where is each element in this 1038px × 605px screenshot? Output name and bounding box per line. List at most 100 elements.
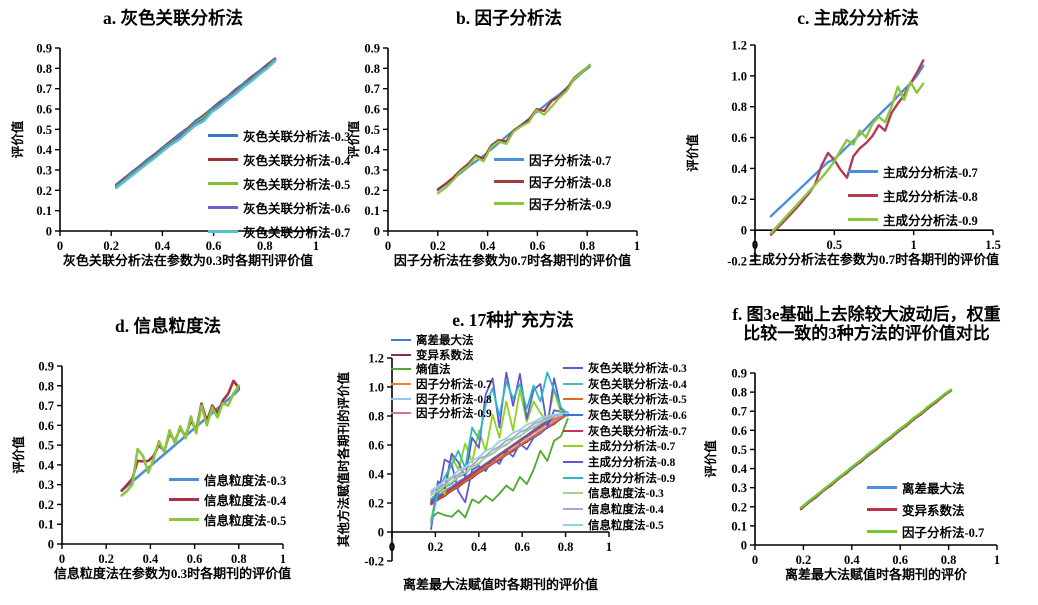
- panel-f-chart: 0 0.1 0.2 0.3 0.4 0.5 0.6 0.7 0.8 0.9 0 0.2 0.4 0.6 0.…: [695, 353, 1038, 603]
- legend-item: 主成分分析法-0.7: [563, 438, 687, 454]
- legend-label: 信息粒度法-0.3: [204, 473, 287, 488]
- chart-svg-c: -0.2 0 0.2 0.4 0.6 0.8 1.0 1.2 0 0.5 1 1.5主成分分析法在参数…: [685, 39, 1001, 269]
- legend-item: 主成分分析法-0.9: [563, 470, 687, 486]
- svg-text:0.4: 0.4: [155, 239, 171, 253]
- legend-line-swatch: [563, 429, 583, 432]
- legend-line-swatch: [391, 368, 411, 371]
- svg-text:0.4: 0.4: [480, 239, 496, 253]
- svg-text:0.3: 0.3: [731, 481, 747, 495]
- legend-line-swatch: [867, 485, 897, 489]
- legend-label: 灰色关联分析法-0.3: [243, 129, 351, 144]
- legend-line-swatch: [169, 477, 199, 481]
- svg-text:0.1: 0.1: [36, 204, 52, 218]
- legend-item: 灰色关联分析法-0.3: [208, 123, 350, 147]
- panel-d-title: d. 信息粒度法: [115, 316, 221, 336]
- panel-f: f. 图3e基础上去除较大波动后，权重 比较一致的3种方法的评价值对比 0 0.1…: [695, 303, 1038, 605]
- legend-line-swatch: [563, 523, 583, 526]
- svg-text:0.5: 0.5: [36, 123, 52, 137]
- svg-text:0.6: 0.6: [892, 553, 908, 567]
- legend-item: 变异系数法: [867, 498, 984, 520]
- legend-label: 信息粒度法-0.4: [588, 504, 664, 517]
- svg-text:0.8: 0.8: [941, 553, 957, 567]
- svg-text:0.2: 0.2: [103, 239, 119, 253]
- legend-line-swatch: [563, 492, 583, 495]
- legend-item: 灰色关联分析法-0.3: [563, 360, 687, 376]
- legend-line-swatch: [494, 157, 524, 161]
- svg-text:0.4: 0.4: [38, 458, 54, 472]
- panel-a: a. 灰色关联分析法 0 0.1 0.2 0.3 0.4 0.5 0.6 0.7 0.8 0.9 0…: [8, 3, 350, 300]
- legend-line-swatch: [563, 398, 583, 401]
- legend-line-swatch: [494, 201, 524, 205]
- chart-svg-a: 0 0.1 0.2 0.3 0.4 0.5 0.6 0.7 0.8 0.9 0 0.2 0.4 0.6 0.…: [10, 42, 319, 269]
- svg-text:0: 0: [752, 238, 758, 252]
- svg-text:1.0: 1.0: [368, 381, 384, 395]
- legend-label: 信息粒度法-0.3: [588, 488, 664, 501]
- legend-item: 灰色关联分析法-0.5: [563, 391, 687, 407]
- panel-f-legend: 离差最大法 变异系数法 因子分析法-0.7: [867, 476, 984, 542]
- svg-text:0.6: 0.6: [368, 439, 384, 453]
- svg-text:0: 0: [46, 225, 52, 239]
- legend-line-swatch: [848, 217, 878, 221]
- svg-text:0.4: 0.4: [731, 162, 747, 176]
- svg-text:0: 0: [57, 239, 63, 253]
- legend-label: 灰色关联分析法-0.3: [588, 362, 687, 375]
- legend-label: 因子分析法-0.9: [529, 197, 612, 212]
- legend-label: 因子分析法-0.8: [529, 175, 612, 190]
- legend-item: 信息粒度法-0.3: [563, 486, 687, 502]
- svg-text:0.8: 0.8: [364, 62, 380, 76]
- svg-text:0: 0: [389, 540, 395, 554]
- svg-text:0: 0: [48, 538, 54, 552]
- legend-item: 因子分析法-0.9: [494, 192, 611, 214]
- svg-text:0.6: 0.6: [514, 540, 530, 554]
- legend-line-swatch: [563, 445, 583, 448]
- legend-item: 因子分析法-0.7: [494, 148, 611, 170]
- panel-a-title: a. 灰色关联分析法: [103, 8, 243, 28]
- svg-text:0.9: 0.9: [36, 42, 52, 56]
- svg-text:评价值: 评价值: [11, 436, 26, 474]
- legend-label: 离差最大法: [416, 335, 474, 348]
- legend-line-swatch: [391, 412, 411, 415]
- panel-b-chart: 0 0.1 0.2 0.3 0.4 0.5 0.6 0.7 0.8 0.9 0 0.2 0.4 0.6 0.…: [346, 39, 670, 298]
- panel-b-title: b. 因子分析法: [456, 8, 562, 28]
- legend-item: 主成分分析法-0.8: [563, 454, 687, 470]
- legend-item: 因子分析法-0.7: [391, 377, 492, 392]
- panel-c-title: c. 主成分分析法: [797, 8, 919, 28]
- legend-label: 因子分析法-0.8: [416, 393, 492, 406]
- legend-line-swatch: [563, 366, 583, 369]
- panel-d: d. 信息粒度法 0 0.1 0.2 0.3 0.4 0.5 0.6 0.7 0.8 0.9 0 0.…: [5, 303, 331, 605]
- legend-line-swatch: [563, 460, 583, 463]
- svg-text:0.4: 0.4: [844, 553, 860, 567]
- legend-label: 因子分析法-0.9: [416, 408, 492, 421]
- legend-item: 灰色关联分析法-0.7: [208, 219, 350, 243]
- svg-text:0.8: 0.8: [36, 62, 52, 76]
- legend-item: 熵值法: [391, 362, 492, 377]
- svg-text:0.1: 0.1: [731, 519, 747, 533]
- svg-text:灰色关联分析法在参数为0.3时各期刊评价值: 灰色关联分析法在参数为0.3时各期刊评价值: [63, 253, 313, 268]
- svg-text:0.6: 0.6: [731, 424, 747, 438]
- legend-line-swatch: [391, 397, 411, 400]
- panel-e-chart: -0.2 0 0.2 0.4 0.6 0.8 1.0 1.2 0 0.2 0.4 0.6 0.8 1 离差最…: [335, 343, 691, 603]
- legend-line-swatch: [208, 205, 238, 209]
- legend-item: 变异系数法: [391, 348, 492, 363]
- panel-f-title: f. 图3e基础上去除较大波动后，权重 比较一致的3种方法的评价值对比: [732, 305, 1001, 344]
- legend-line-swatch: [208, 157, 238, 161]
- svg-text:0.8: 0.8: [38, 379, 54, 393]
- svg-text:0.4: 0.4: [143, 552, 159, 566]
- svg-text:0: 0: [59, 552, 65, 566]
- legend-line-swatch: [208, 229, 238, 233]
- legend-item: 主成分分析法-0.9: [848, 207, 978, 231]
- svg-text:0: 0: [374, 225, 380, 239]
- svg-text:0.4: 0.4: [364, 143, 380, 157]
- legend-item: 信息粒度法-0.3: [169, 469, 286, 489]
- legend-label: 熵值法: [416, 364, 451, 377]
- svg-text:1.2: 1.2: [368, 352, 384, 366]
- chart-svg-e: -0.2 0 0.2 0.4 0.6 0.8 1.0 1.2 0 0.2 0.4 0.6 0.8 1 离差最…: [336, 352, 612, 593]
- svg-text:0: 0: [378, 526, 384, 540]
- legend-label: 信息粒度法-0.4: [204, 493, 287, 508]
- legend-line-swatch: [208, 181, 238, 185]
- svg-text:0.2: 0.2: [38, 498, 54, 512]
- legend-label: 因子分析法-0.7: [416, 379, 492, 392]
- legend-label: 因子分析法-0.7: [902, 525, 985, 540]
- legend-line-swatch: [867, 529, 897, 533]
